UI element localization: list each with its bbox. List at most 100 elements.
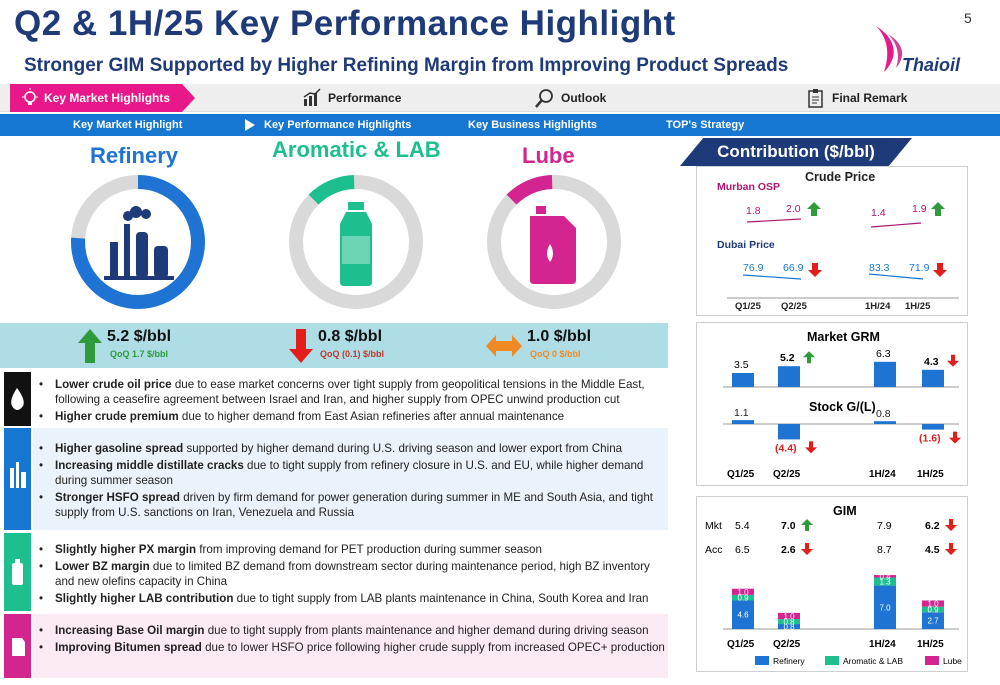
gim-row-value: 5.4 [735, 520, 750, 532]
category-label: 1H/25 [917, 639, 944, 650]
lube-value: 1.0 $/bbl [527, 328, 592, 345]
bullet-item: Increasing Base Oil margin due to tight … [35, 623, 667, 638]
bullet-text: from improving demand for PET production… [196, 543, 542, 556]
up-arrow-icon [803, 351, 815, 364]
category-label: Q2/25 [773, 469, 801, 480]
gim-row-value: 6.2 [925, 520, 940, 532]
bullet-bold-text: Stronger HSFO spread [55, 491, 180, 504]
bullet-text: due to lower HSFO price following higher… [201, 641, 665, 654]
gim-stack-segment [778, 612, 800, 620]
dubai-h1: 83.3 [869, 262, 890, 274]
up-arrow-icon [801, 519, 813, 531]
up-arrow-icon [78, 329, 102, 363]
gim-panel: GIM Mkt 5.4 7.0 7.9 6.2 Acc 6.5 2.6 8.7 4.5 4.6 0.9 1… [696, 496, 968, 672]
stock-bar [778, 424, 800, 440]
logo-text: Thaioil [902, 55, 960, 75]
stock-value-label: 1.1 [734, 407, 749, 419]
dubai-q2: 66.9 [783, 262, 804, 274]
subnav-key-market-highlight[interactable]: Key Market Highlight [73, 119, 183, 131]
nav-performance[interactable]: Performance [302, 84, 401, 112]
legend-label: Aromatic & LAB [843, 656, 903, 666]
down-arrow-icon [945, 543, 957, 555]
period-label: 1H/25 [905, 301, 931, 312]
gim-row-value: 2.6 [781, 544, 796, 556]
bullet-item: Increasing middle distillate cracks due … [35, 458, 667, 488]
gim-segment-label: 0.9 [737, 594, 749, 603]
gim-segment-label: 0.4 [879, 572, 891, 581]
gim-stack-segment [778, 619, 800, 625]
gim-segment-label: 1.0 [783, 612, 795, 621]
down-arrow-icon [947, 354, 959, 367]
gim-title: GIM [833, 504, 857, 518]
grm-stock-panel: Market GRM 3.5 5.2 6.3 4.3 Stock G/(L) 1.1 (4.4… [696, 322, 968, 486]
category-label: 1H/25 [917, 469, 944, 480]
dubai-q1: 76.9 [743, 262, 764, 274]
crude-bullets: Lower crude oil price due to ease market… [35, 377, 667, 426]
contribution-tab[interactable]: Contribution ($/bbl) [680, 138, 912, 166]
refinery-plant-icon [10, 462, 26, 488]
page-subtitle: Stronger GIM Supported by Higher Refinin… [24, 55, 789, 76]
refinery-side-tab [4, 428, 31, 530]
bullet-bold-text: Slightly higher PX margin [55, 543, 197, 556]
crude-price-title: Crude Price [805, 170, 876, 184]
thaioil-logo [876, 26, 903, 72]
bullet-text: due to tight supply from plants maintena… [204, 624, 649, 637]
subnav-key-performance-highlights[interactable]: Key Performance Highlights [264, 119, 412, 131]
refinery-bullets: Higher gasoline spread supported by high… [35, 441, 667, 522]
grm-bar [732, 373, 754, 387]
bullet-bold-text: Increasing Base Oil margin [55, 624, 205, 637]
bottle-icon [12, 559, 23, 585]
gim-stack-segment [732, 600, 754, 629]
gim-stack-segment [922, 612, 944, 629]
crude-lines [727, 218, 959, 299]
lube-side-tab [4, 614, 31, 678]
down-arrow-icon [949, 431, 961, 444]
subnav-key-business-highlights[interactable]: Key Business Highlights [468, 119, 597, 131]
bullet-text: due to higher demand from East Asian ref… [178, 410, 565, 423]
bullet-text: due to tight supply from LAB plants main… [233, 592, 649, 605]
bullet-text: due to tight supply from refinery closur… [55, 459, 644, 487]
gim-segment-label: 4.6 [737, 611, 749, 620]
magnifier-icon [535, 89, 553, 108]
lube-bullets: Increasing Base Oil margin due to tight … [35, 623, 667, 657]
nav-key-market-highlights[interactable]: Key Market Highlights [10, 84, 195, 112]
gim-row-value: 7.0 [781, 520, 796, 532]
gim-segment-label: 1.3 [879, 578, 891, 587]
nav-final-remark[interactable]: Final Remark [806, 84, 907, 112]
down-arrow-icon [289, 329, 313, 363]
bullet-item: Stronger HSFO spread driven by firm dema… [35, 490, 667, 520]
category-label: 1H/24 [869, 469, 896, 480]
aromatic-side-tab [4, 533, 31, 611]
murban-h2: 1.9 [912, 203, 927, 215]
up-arrow-icon [931, 202, 945, 216]
murban-q2: 2.0 [786, 203, 801, 215]
gim-segment-label: 1.0 [737, 588, 749, 597]
horizontal-arrow-icon [486, 335, 522, 357]
metric-band: 5.2 $/bbl QoQ 1.7 $/bbl 0.8 $/bbl QoQ (0… [0, 323, 668, 368]
gim-stack-segment [778, 624, 800, 629]
refinery-qoq: QoQ 1.7 $/bbl [110, 349, 169, 359]
gim-stack-segment [922, 600, 944, 607]
gim-segment-label: 2.7 [927, 617, 939, 626]
down-arrow-icon [801, 543, 813, 555]
oil-can-icon [12, 638, 25, 656]
dubai-h2: 71.9 [909, 262, 930, 274]
subnav-tops-strategy[interactable]: TOP's Strategy [666, 119, 745, 131]
gim-segment-label: 1.0 [927, 600, 939, 609]
aromatic-qoq: QoQ (0.1) $/bbl [320, 349, 385, 359]
nav-label: Performance [328, 91, 402, 105]
bullet-text: due to limited BZ demand from downstream… [55, 560, 650, 588]
bullet-item: Slightly higher PX margin from improving… [35, 542, 667, 557]
murban-q1: 1.8 [746, 205, 761, 217]
nav-label: Final Remark [832, 91, 908, 105]
nav-outlook[interactable]: Outlook [535, 84, 606, 112]
aromatic-value: 0.8 $/bbl [318, 328, 383, 345]
bullet-item: Lower BZ margin due to limited BZ demand… [35, 559, 667, 589]
aromatic-title: Aromatic & LAB [272, 137, 441, 162]
gim-stack-segment [874, 585, 896, 629]
gim-segment-label: 0.8 [783, 623, 795, 632]
bullet-item: Higher gasoline spread supported by high… [35, 441, 667, 456]
lube-title: Lube [522, 143, 575, 168]
bullet-text: due to ease market concerns over tight s… [55, 378, 645, 406]
